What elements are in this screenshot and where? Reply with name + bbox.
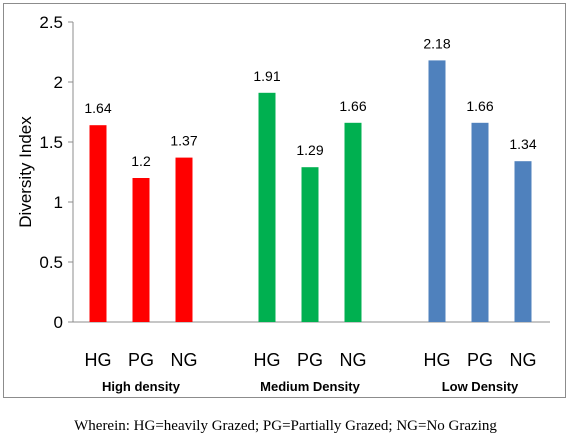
- group-label: High density: [102, 379, 181, 394]
- data-label: 1.64: [84, 100, 111, 116]
- category-label: NG: [510, 350, 537, 370]
- group-label: Medium Density: [260, 379, 360, 394]
- bar-ng: [344, 122, 362, 322]
- y-tick-label: 0: [54, 313, 63, 332]
- data-label: 1.66: [339, 98, 366, 114]
- data-label: 1.66: [466, 98, 493, 114]
- data-label: 1.91: [253, 68, 280, 84]
- y-tick-label: 1: [54, 193, 63, 212]
- bar-ng: [514, 161, 532, 322]
- y-tick-label: 0.5: [39, 253, 63, 272]
- bar-hg: [428, 60, 446, 323]
- data-label: 2.18: [423, 35, 450, 51]
- category-label: HG: [424, 350, 451, 370]
- bar-ng: [175, 157, 193, 322]
- data-label: 1.29: [296, 142, 323, 158]
- bars-layer: 1.64 HG 1.2 PG 1.37 NG High density 1.91 HG 1.29 P…: [84, 35, 536, 394]
- y-tick-label: 2.5: [39, 13, 63, 32]
- category-label: PG: [467, 350, 493, 370]
- category-label: HG: [254, 350, 281, 370]
- data-label: 1.37: [170, 133, 197, 149]
- y-axis-ticks: 0 0.5 1 1.5 2 2.5: [39, 13, 73, 332]
- figure-caption: Wherein: HG=heavily Grazed; PG=Partially…: [74, 418, 497, 434]
- group-label: Low Density: [442, 379, 519, 394]
- data-label: 1.2: [131, 153, 151, 169]
- bar-chart: Diversity Index 0 0.5 1 1.5 2 2.5 1.64 HG 1.2 PG…: [16, 13, 550, 394]
- y-tick-label: 1.5: [39, 133, 63, 152]
- category-label: PG: [297, 350, 323, 370]
- data-label: 1.34: [509, 136, 536, 152]
- y-axis-title: Diversity Index: [16, 116, 35, 228]
- bar-hg: [258, 92, 276, 322]
- bar-hg: [89, 125, 107, 322]
- y-tick-label: 2: [54, 73, 63, 92]
- category-label: NG: [171, 350, 198, 370]
- category-label: PG: [128, 350, 154, 370]
- category-label: NG: [340, 350, 367, 370]
- bar-pg: [301, 167, 319, 322]
- category-label: HG: [85, 350, 112, 370]
- bar-pg: [132, 178, 150, 322]
- bar-pg: [471, 122, 489, 322]
